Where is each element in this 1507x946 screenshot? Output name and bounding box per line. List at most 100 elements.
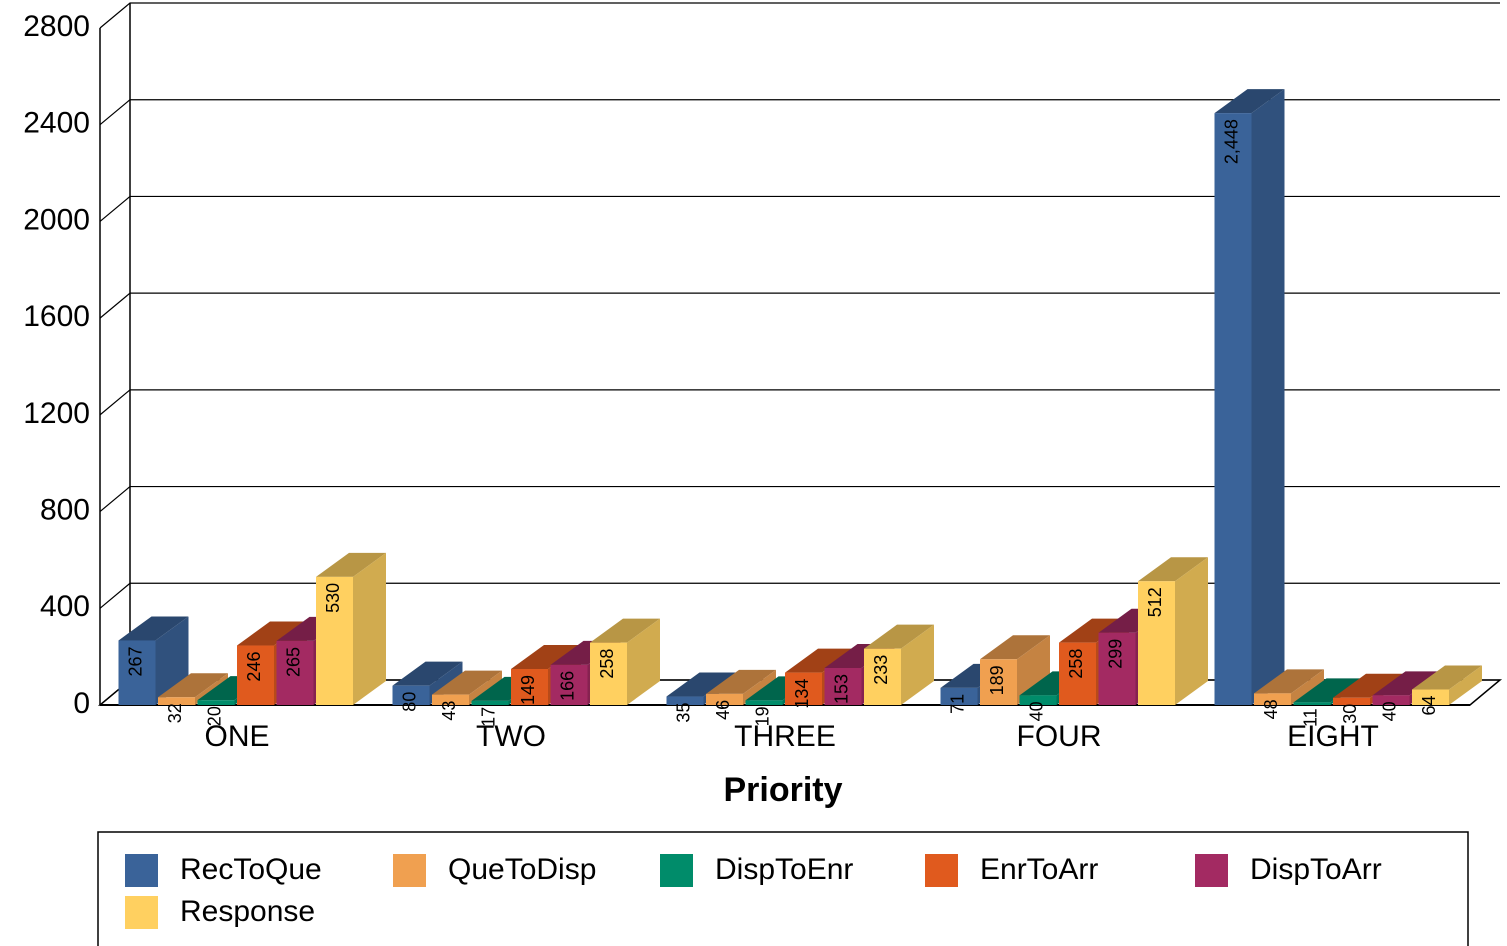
data-label: 246 — [244, 652, 264, 682]
bar-top — [666, 672, 737, 697]
bar — [1214, 89, 1285, 705]
bar-front — [745, 700, 783, 705]
bar-front — [1254, 693, 1291, 705]
x-tick-label: TWO — [476, 720, 546, 753]
data-label: 20 — [205, 706, 225, 726]
data-label: 134 — [792, 679, 812, 709]
data-label: 258 — [1066, 649, 1086, 679]
grid-line — [99, 195, 1500, 222]
bar — [432, 670, 502, 705]
bar-top — [1372, 671, 1443, 696]
bar-front — [1333, 697, 1370, 705]
data-label: 30 — [1340, 704, 1360, 724]
data-label: 71 — [948, 694, 968, 714]
grid-line — [99, 389, 1500, 416]
data-label: 19 — [753, 706, 773, 726]
legend-swatch — [393, 854, 426, 887]
bar-side — [1017, 635, 1050, 705]
data-label: 299 — [1106, 639, 1126, 669]
bar — [1412, 665, 1482, 705]
bar-front — [1019, 695, 1057, 705]
data-label: 166 — [558, 671, 578, 701]
data-label: 40 — [1027, 701, 1047, 721]
y-tick-label: 1200 — [23, 397, 90, 430]
legend-swatch — [1195, 854, 1228, 887]
bar-front — [511, 668, 548, 705]
legend-label: RecToQue — [180, 853, 322, 886]
bar — [118, 616, 189, 705]
bar-front — [1412, 689, 1449, 705]
bar-top — [432, 670, 502, 695]
data-label: 40 — [1380, 701, 1400, 721]
x-tick-label: FOUR — [1017, 720, 1102, 753]
bar-front — [237, 645, 274, 705]
bar-front — [471, 700, 509, 705]
data-label: 2,448 — [1222, 119, 1242, 164]
data-label: 48 — [1261, 699, 1281, 719]
bar-side — [1449, 665, 1482, 705]
bar-front — [590, 642, 627, 705]
bar-top — [1412, 665, 1482, 690]
data-label: 265 — [284, 647, 304, 677]
y-tick-label: 2400 — [23, 107, 90, 140]
bar-top — [1138, 557, 1208, 582]
x-tick-label: EIGHT — [1287, 720, 1379, 753]
bar-front — [432, 694, 469, 705]
bar — [392, 661, 463, 705]
bar-side — [627, 618, 660, 705]
legend-label: QueToDisp — [448, 853, 596, 886]
data-label: 153 — [832, 674, 852, 704]
bar-side — [901, 624, 934, 705]
bar-front — [940, 687, 978, 705]
data-label: 233 — [871, 655, 891, 685]
legend-label: Response — [180, 895, 315, 928]
bar-front — [1098, 632, 1136, 705]
data-label: 149 — [518, 675, 538, 705]
legend-label: DispToEnr — [715, 853, 853, 886]
bar-front — [118, 640, 156, 705]
y-tick-label: 2800 — [23, 10, 90, 43]
legend-box — [97, 831, 1469, 946]
grid-line — [99, 582, 1500, 609]
bar-front — [666, 696, 704, 705]
bar-side — [353, 552, 386, 705]
bar-front — [1059, 642, 1096, 705]
x-tick-label: THREE — [734, 720, 836, 753]
bar-front — [276, 640, 314, 705]
bar-side — [469, 670, 502, 705]
data-label: 17 — [479, 707, 499, 727]
bar — [706, 669, 776, 705]
bar-top — [237, 621, 307, 646]
y-tick-label: 1600 — [23, 300, 90, 333]
data-label: 267 — [126, 646, 146, 676]
bar-front — [1372, 695, 1410, 705]
bar — [864, 624, 934, 705]
bar — [980, 635, 1050, 705]
legend-label: DispToArr — [1250, 853, 1382, 886]
y-tick-label: 0 — [73, 687, 90, 720]
bar-front — [1214, 113, 1252, 705]
legend-label: EnrToArr — [980, 853, 1098, 886]
bar-front — [158, 697, 195, 705]
bar-front — [785, 672, 822, 705]
bar-side — [1251, 89, 1285, 705]
bar-front — [824, 668, 862, 705]
bar — [590, 618, 660, 705]
y-tick-label: 400 — [40, 590, 90, 623]
bar-top — [590, 618, 660, 643]
bar-top — [1254, 669, 1324, 694]
bar-top — [158, 673, 228, 698]
bar-side — [1291, 669, 1324, 705]
x-tick-label: ONE — [204, 720, 269, 753]
grid-line — [99, 99, 1500, 126]
bar-front — [392, 685, 430, 705]
data-label: 80 — [400, 692, 420, 712]
legend-swatch — [925, 854, 958, 887]
bar-side — [1175, 557, 1208, 705]
grid-line — [99, 292, 1500, 319]
data-label: 35 — [674, 703, 694, 723]
y-tick-label: 2000 — [23, 203, 90, 236]
bar-top — [511, 644, 581, 669]
bar-front — [550, 664, 588, 705]
bar-top — [1214, 89, 1285, 114]
